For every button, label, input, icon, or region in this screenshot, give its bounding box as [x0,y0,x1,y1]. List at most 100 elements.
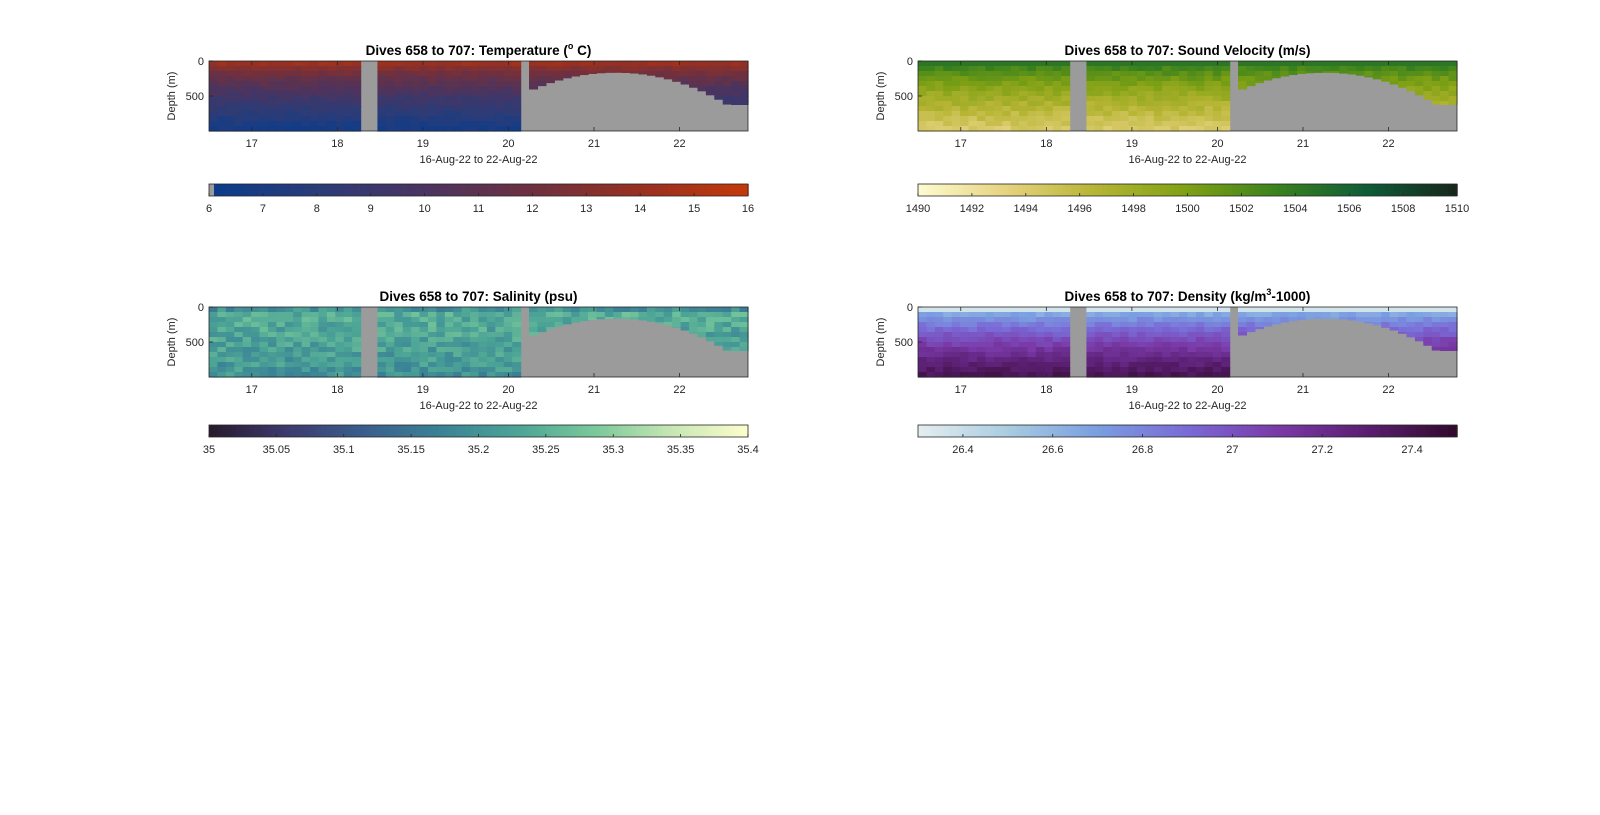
heatmap-cell [217,317,227,323]
heatmap-cell [604,61,614,67]
heatmap-cell [1179,96,1189,102]
heatmap-cell [630,307,640,313]
heatmap-cell [993,352,1003,358]
heatmap-cell [276,342,286,348]
heatmap-cell [1061,327,1071,333]
heatmap-cell [209,312,219,318]
heatmap-cell [638,71,648,75]
heatmap-cell [1136,317,1146,323]
heatmap-cell [495,91,505,97]
x-tick-label: 18 [1040,138,1052,150]
heatmap-cell [1086,362,1096,368]
heatmap-cell [486,362,496,368]
colorbar-segment [285,184,291,196]
heatmap-cell [976,317,986,323]
heatmap-cell [1086,126,1096,132]
heatmap-cell [1322,312,1332,318]
heatmap-cell [630,312,640,318]
heatmap-cell [427,91,437,97]
heatmap-cell [680,312,690,318]
colorbar-segment [626,425,632,437]
heatmap-cell [419,312,429,318]
colorbar-segment [949,425,955,437]
heatmap-cell [394,91,404,97]
heatmap-cell [1263,307,1273,313]
heatmap-cell [1002,317,1012,323]
heatmap-cell [1027,312,1037,318]
heatmap-cell [470,116,480,122]
colorbar-segment [998,184,1005,196]
heatmap-cell [1019,81,1029,87]
heatmap-cell [402,61,412,67]
heatmap-cell [1128,96,1138,102]
heatmap-cell [926,352,936,358]
colorbar-segment [249,425,255,437]
heatmap-cell [512,317,522,323]
colorbar-segment [402,425,408,437]
heatmap-cell [394,367,404,373]
heatmap-cell [1448,66,1458,72]
heatmap-cell [1221,61,1231,67]
heatmap-cell [918,352,928,358]
heatmap-cell [1153,71,1163,77]
heatmap-cell [1019,91,1029,97]
chart-title-main: Dives 658 to 707: Density (kg/m [1065,289,1267,304]
heatmap-cell [646,71,656,76]
heatmap-cell [326,76,336,82]
colorbar-tick-label: 1494 [1014,203,1038,215]
heatmap-cell [1094,101,1104,107]
heatmap-cell [976,76,986,82]
heatmap-cell [427,81,437,87]
heatmap-cell [402,106,412,112]
heatmap-cell [242,106,252,112]
heatmap-cell [1170,307,1180,313]
heatmap-cell [1128,312,1138,318]
colorbar-segment [411,184,417,196]
heatmap-cell [461,81,471,87]
heatmap-cell [1052,327,1062,333]
colorbar-segment [640,425,646,437]
colorbar-segment [1209,425,1216,437]
heatmap-cell [1052,352,1062,358]
heatmap-cell [259,76,269,82]
heatmap-cell [926,357,936,363]
colorbar-segment [994,425,1000,437]
heatmap-cell [419,352,429,358]
heatmap-cell [1145,71,1155,77]
heatmap-cell [419,342,429,348]
heatmap-cell [394,81,404,87]
colorbar-segment [1156,184,1162,196]
heatmap-cell [276,121,286,127]
heatmap-cell [343,96,353,102]
heatmap-cell [352,337,362,343]
heatmap-cell [993,342,1003,348]
heatmap-cell [377,347,387,353]
heatmap-cell [934,362,944,368]
heatmap-cell [993,61,1003,67]
colorbar-segment [361,425,367,437]
colorbar-segment [1430,184,1436,196]
heatmap-cell [486,121,496,127]
heatmap-cell [1145,332,1155,338]
heatmap-cell [934,307,944,313]
heatmap-cell [385,86,395,92]
heatmap-cell [461,317,471,323]
heatmap-cell [1187,367,1197,373]
heatmap-cell [1322,317,1332,319]
colorbar-segment [1138,425,1144,437]
heatmap-cell [1111,322,1121,328]
heatmap-cell [1322,307,1332,313]
heatmap-cell [1381,327,1391,328]
heatmap-cell [731,101,741,105]
heatmap-cell [1136,337,1146,343]
heatmap-cell [705,91,715,96]
heatmap-cell [301,86,311,92]
heatmap-cell [655,61,665,67]
heatmap-cell [1296,61,1307,67]
colorbar-segment [1389,425,1395,437]
heatmap-cell [267,332,277,338]
heatmap-cell [1086,322,1096,328]
heatmap-cell [1221,367,1231,373]
heatmap-cell [1136,106,1146,112]
heatmap-cell [1179,66,1189,72]
